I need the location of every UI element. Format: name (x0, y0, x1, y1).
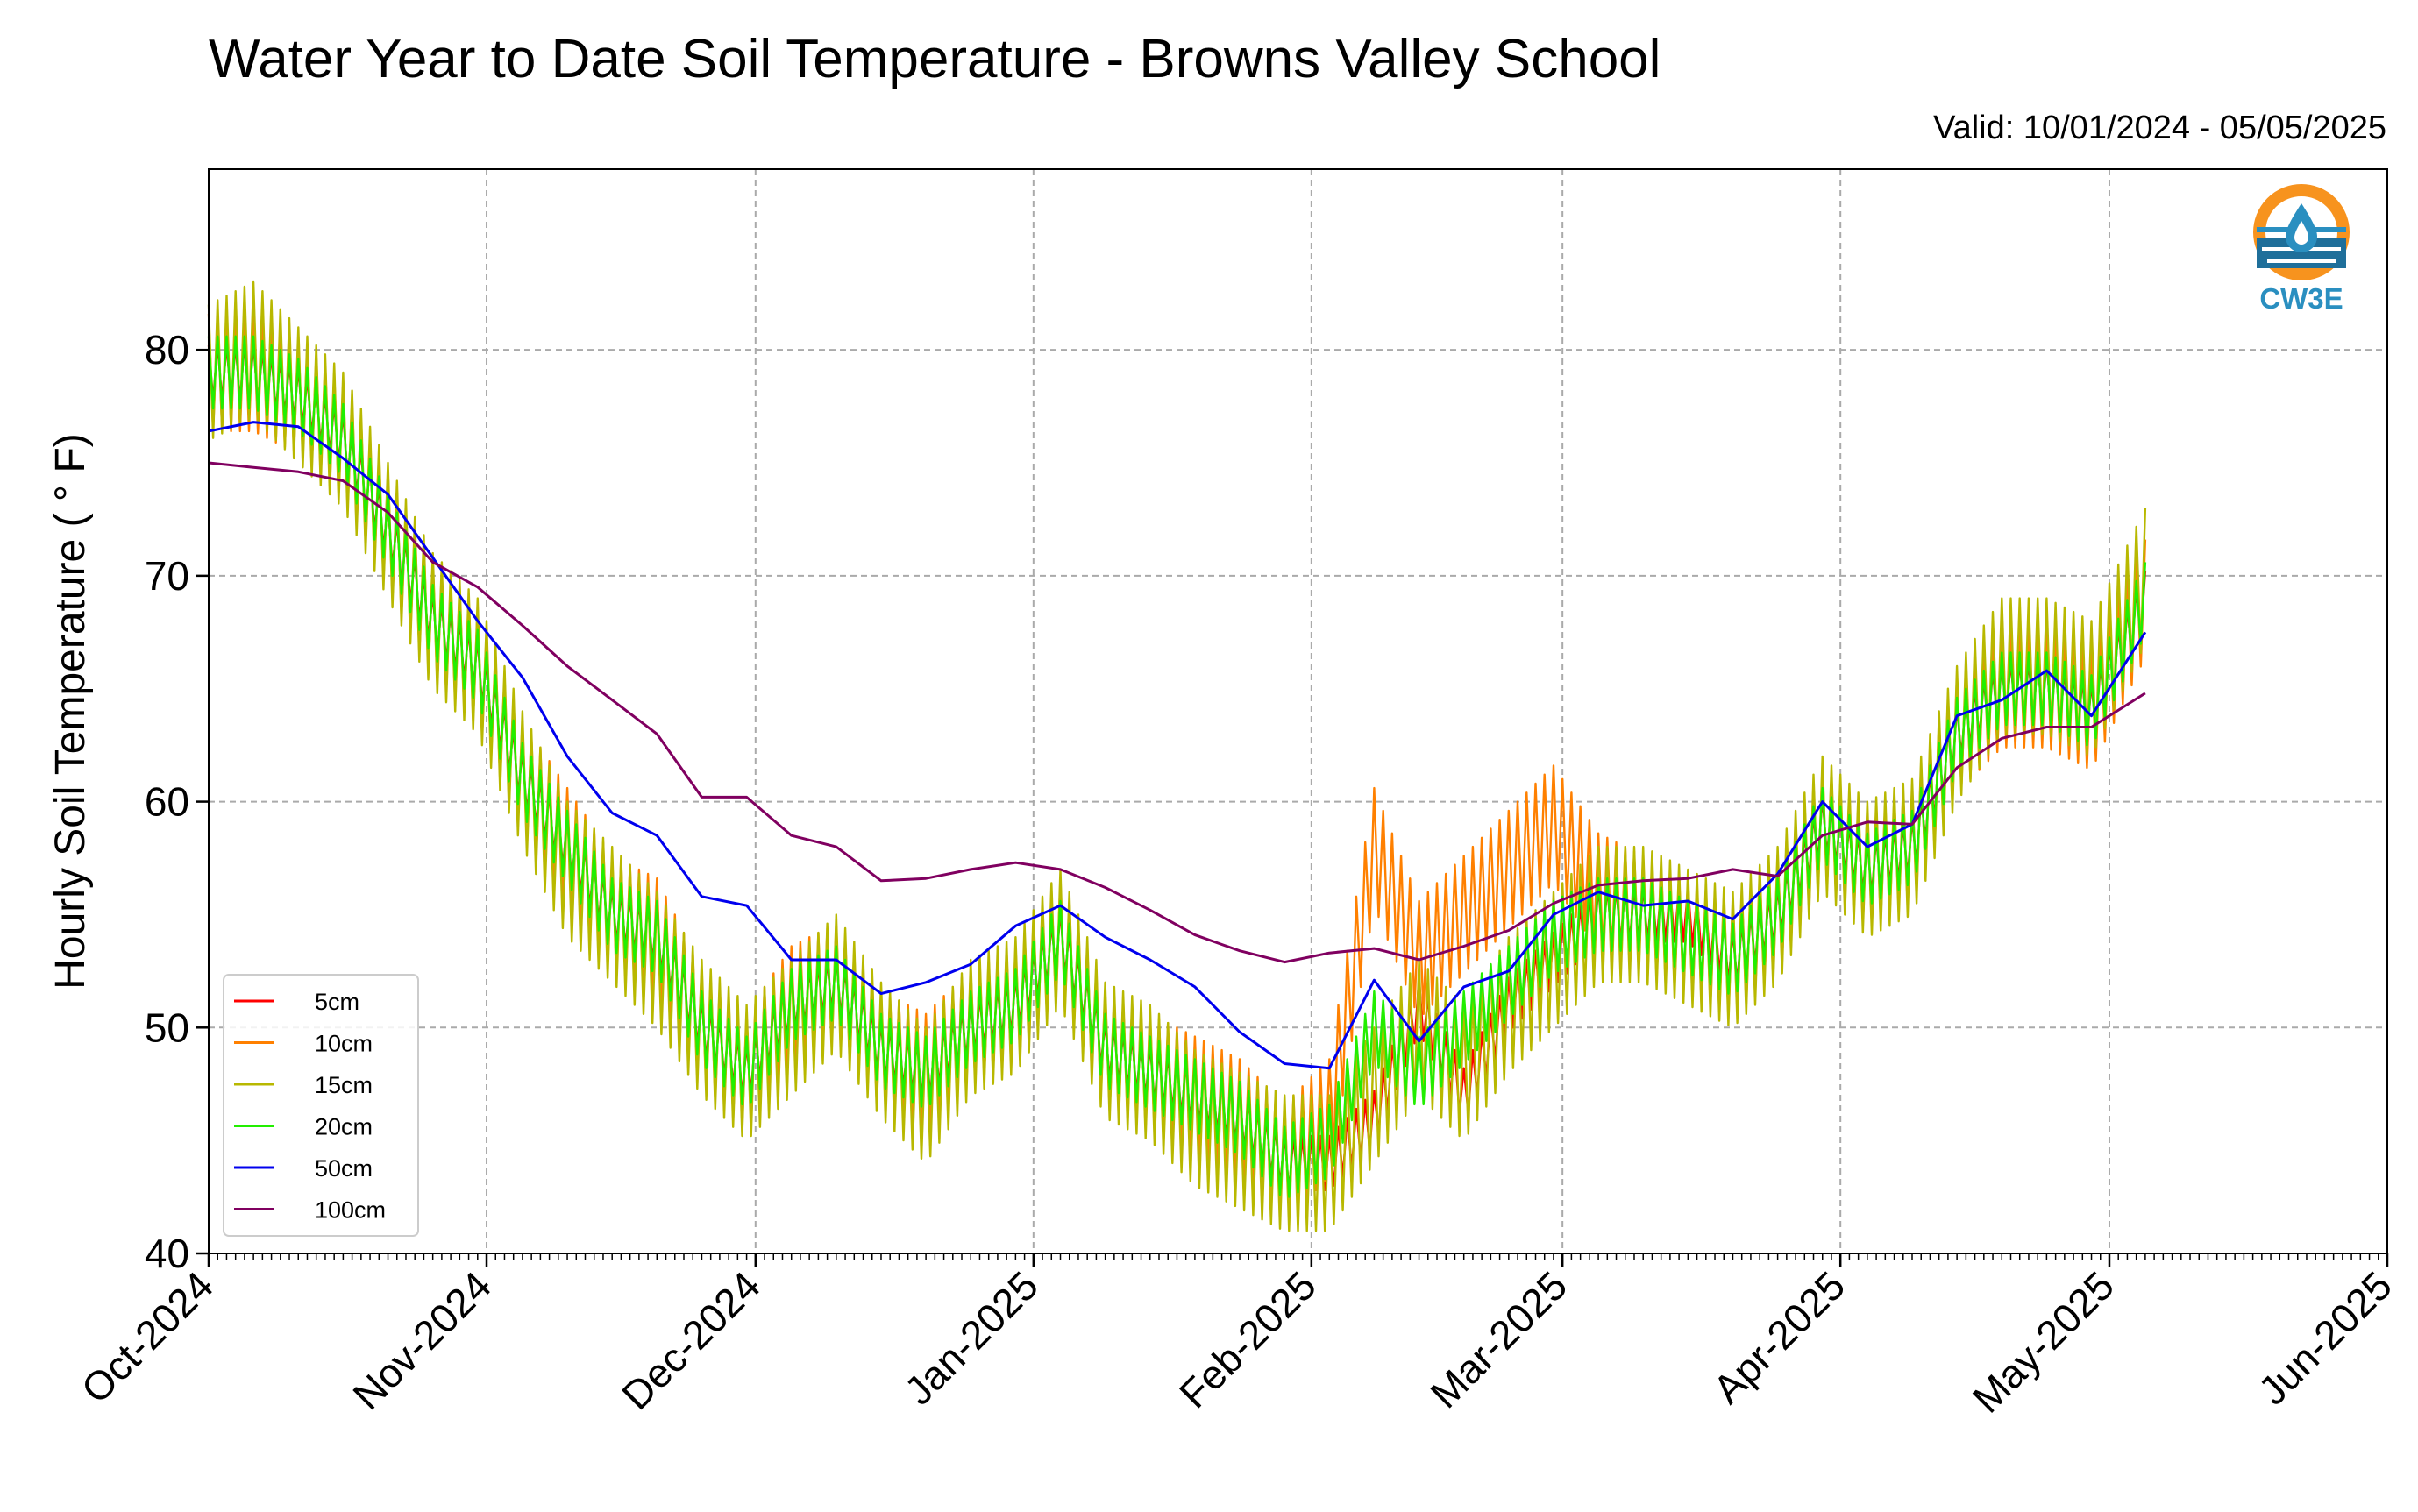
legend-label-5cm: 5cm (315, 989, 359, 1015)
x-tick-label: Nov-2024 (344, 1262, 500, 1418)
x-tick-label: Apr-2025 (1704, 1262, 1854, 1412)
x-tick-label: Feb-2025 (1170, 1262, 1325, 1416)
valid-date-range: Valid: 10/01/2024 - 05/05/2025 (1933, 110, 2386, 146)
x-tick-label: Mar-2025 (1421, 1262, 1575, 1416)
chart-title: Water Year to Date Soil Temperature - Br… (209, 29, 1661, 89)
legend-label-20cm: 20cm (315, 1114, 373, 1140)
plot-frame (208, 168, 2388, 1254)
logo-text: CW3E (2259, 282, 2343, 315)
series-line-20cm (207, 335, 2147, 1198)
legend-label-10cm: 10cm (315, 1031, 373, 1057)
legend-label-50cm: 50cm (315, 1155, 373, 1182)
y-tick-label: 70 (145, 553, 189, 599)
x-tick-label: Dec-2024 (613, 1262, 769, 1418)
legend-label-15cm: 15cm (315, 1072, 373, 1098)
series-line-100cm (208, 461, 2146, 964)
axis-ticks: Oct-2024 Nov-2024 Dec-2024 Jan-2025 Feb-2025… (73, 327, 2401, 1422)
series-line-15cm (207, 280, 2147, 1232)
y-tick-label: 50 (145, 1004, 189, 1050)
y-tick-label: 40 (145, 1231, 189, 1276)
x-tick-label: May-2025 (1964, 1262, 2123, 1421)
legend-label-100cm: 100cm (315, 1197, 386, 1224)
series-lines (207, 280, 2147, 1232)
y-axis-label: Hourly Soil Temperature ( ° F) (47, 433, 94, 990)
x-tick-label: Jun-2025 (2250, 1262, 2400, 1413)
y-tick-label: 60 (145, 779, 189, 825)
x-tick-label: Jan-2025 (895, 1262, 1046, 1413)
cw3e-logo: CW3E (2253, 184, 2350, 315)
series-line-50cm (208, 421, 2147, 1070)
y-tick-label: 80 (145, 327, 189, 373)
legend-box (223, 974, 419, 1237)
water-drop-logo-icon (2253, 184, 2350, 280)
legend: 5cm 10cm 15cm 20cm 50cm 100cm (223, 974, 419, 1237)
x-tick-label: Oct-2024 (73, 1262, 223, 1412)
